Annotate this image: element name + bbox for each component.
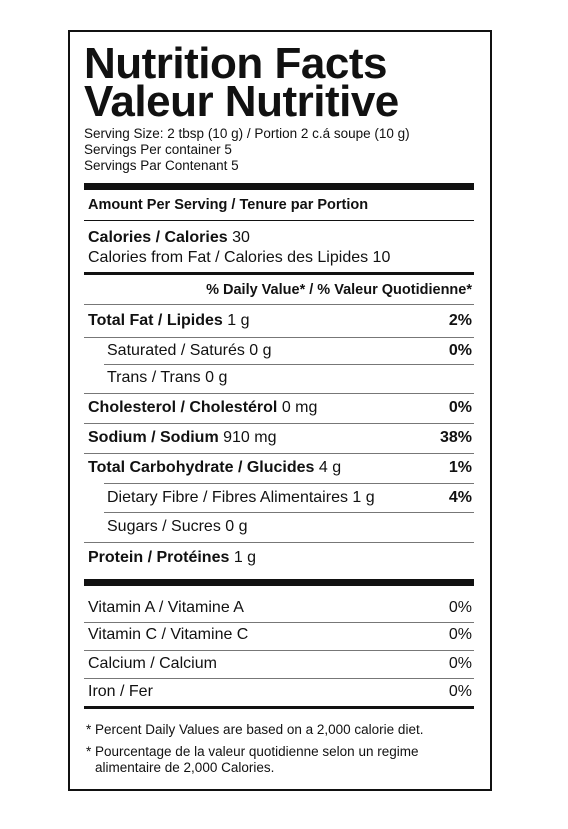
rule <box>84 220 474 221</box>
footnote: * Pourcentage de la valeur quotidienne se… <box>86 744 476 776</box>
rule <box>84 423 474 424</box>
nutrient-dv: 38% <box>439 429 472 446</box>
calories-from-fat: Calories from Fat / Calories des Lipides… <box>88 249 391 266</box>
rule <box>104 512 474 513</box>
title: Nutrition Facts <box>84 39 387 88</box>
vitamin-label: Calcium / Calcium <box>88 655 217 672</box>
rule <box>84 337 474 338</box>
calories-row: Calories / Calories 30 <box>88 228 250 248</box>
rule <box>84 304 474 305</box>
nutrient-row: Protein / Protéines 1 g <box>88 548 256 568</box>
rule <box>84 542 474 543</box>
nutrient-row: Total Carbohydrate / Glucides 4 g <box>88 458 341 478</box>
servings-per-container: Servings Per container 5 <box>84 142 232 157</box>
nutrient-amount: 0 mg <box>281 399 318 416</box>
subtitle: Valeur Nutritive <box>84 77 399 126</box>
nutrient-row: Total Fat / Lipides 1 g <box>88 311 250 331</box>
footnote: * Percent Daily Values are based on a 2,0… <box>86 722 476 738</box>
nutrient-row: Sodium / Sodium 910 mg <box>88 428 277 448</box>
nutrient-label: Protein / Protéines <box>88 549 230 566</box>
rule <box>84 706 474 709</box>
rule <box>84 453 474 454</box>
rule <box>84 678 474 679</box>
vitamin-label: Vitamin A / Vitamine A <box>88 599 244 616</box>
rule <box>84 650 474 651</box>
vitamin-dv: 0% <box>448 655 472 672</box>
dv-header: % Daily Value* / % Valeur Quotidienne* <box>206 282 472 298</box>
rule <box>84 272 474 275</box>
nutrient-label: Sodium / Sodium <box>88 429 219 446</box>
nutrient-label: Cholesterol / Cholestérol <box>88 399 278 416</box>
nutrient-dv: 2% <box>448 312 472 329</box>
nutrient-dv: 1% <box>448 459 472 476</box>
vitamin-dv: 0% <box>448 599 472 616</box>
nutrient-label: Sugars / Sucres 0 g <box>107 518 248 535</box>
nutrient-row: Cholesterol / Cholestérol 0 mg <box>88 398 317 418</box>
nutrient-label: Total Fat / Lipides <box>88 312 223 329</box>
rule <box>104 483 474 484</box>
amount-header: Amount Per Serving / Tenure par Portion <box>88 197 369 213</box>
rule <box>84 622 474 623</box>
servings-par-contenant: Servings Par Contenant 5 <box>84 158 239 173</box>
rule <box>84 183 474 190</box>
calories-amount: 30 <box>232 229 250 246</box>
nutrient-dv: 4% <box>448 489 472 506</box>
nutrient-label: Saturated / Saturés 0 g <box>107 342 272 359</box>
vitamin-dv: 0% <box>448 626 472 643</box>
rule <box>84 579 474 586</box>
nutrient-amount: 1 g <box>233 549 257 566</box>
vitamin-label: Vitamin C / Vitamine C <box>88 626 249 643</box>
nutrient-label: Trans / Trans 0 g <box>107 369 228 386</box>
vitamin-dv: 0% <box>448 683 472 700</box>
rule <box>104 364 474 365</box>
nutrient-label: Dietary Fibre / Fibres Alimentaires 1 g <box>107 489 375 506</box>
calories-label: Calories / Calories <box>88 229 228 246</box>
nutrient-amount: 4 g <box>318 459 342 476</box>
rule <box>84 393 474 394</box>
nutrient-dv: 0% <box>448 342 472 359</box>
vitamin-label: Iron / Fer <box>88 683 153 700</box>
label-border <box>68 30 492 791</box>
nutrient-dv: 0% <box>448 399 472 416</box>
nutrient-label: Total Carbohydrate / Glucides <box>88 459 315 476</box>
footnote-text: Pourcentage de la valeur quotidienne sel… <box>95 744 419 775</box>
nutrient-amount: 1 g <box>227 312 250 329</box>
serving-size: Serving Size: 2 tbsp (10 g) / Portion 2 … <box>84 126 410 141</box>
nutrient-amount: 910 mg <box>223 429 277 446</box>
footnote-text: Percent Daily Values are based on a 2,00… <box>95 722 424 737</box>
